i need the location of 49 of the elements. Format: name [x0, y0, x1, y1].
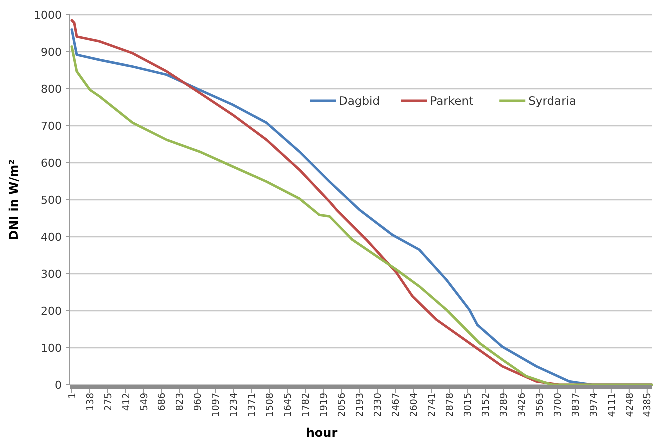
x-tick-label: 2330 [373, 393, 384, 418]
y-tick-label: 200 [41, 304, 62, 318]
x-tick-label: 549 [139, 393, 150, 412]
y-axis-title: DNI in W/m² [7, 160, 21, 240]
x-tick-label: 4385 [642, 393, 654, 418]
x-tick-label: 3289 [498, 393, 510, 418]
y-tick-label: 500 [41, 194, 62, 207]
y-tick-label: 800 [41, 82, 62, 96]
x-tick-label: 3837 [570, 393, 582, 418]
x-tick-label: 3974 [588, 393, 600, 418]
x-tick-label: 2604 [408, 393, 420, 418]
y-tick-label: 900 [41, 46, 62, 59]
x-tick-label: 2193 [355, 393, 366, 418]
x-tick-label: 1097 [211, 393, 222, 418]
legend-label: Parkent [430, 94, 474, 108]
y-tick-label: 400 [41, 230, 62, 244]
x-tick-label: 3426 [516, 393, 528, 418]
x-tick-label: 1234 [229, 393, 240, 418]
x-tick-label: 2878 [444, 393, 456, 418]
x-tick-label: 960 [193, 393, 204, 412]
x-tick-label: 3700 [552, 393, 564, 418]
x-tick-label: 4111 [606, 393, 618, 418]
x-tick-label: 686 [157, 393, 168, 412]
x-tick-label: 3563 [534, 393, 546, 418]
x-tick-label: 1371 [247, 393, 258, 418]
x-tick-label: 412 [121, 393, 132, 412]
y-tick-label: 100 [41, 342, 62, 355]
x-tick-label: 3015 [462, 393, 474, 418]
x-tick-label: 1782 [301, 393, 312, 418]
x-tick-label: 1 [67, 393, 78, 400]
x-tick-label: 138 [85, 393, 96, 412]
x-axis-title: hour [306, 426, 338, 440]
x-tick-label: 1645 [283, 393, 294, 418]
x-tick-label: 2741 [426, 393, 438, 418]
y-tick-label: 600 [41, 156, 62, 170]
y-tick-label: 700 [41, 120, 62, 133]
y-tick-label: 1000 [34, 8, 62, 22]
x-tick-label: 2467 [390, 393, 402, 418]
y-tick-label: 0 [55, 378, 62, 392]
y-tick-label: 300 [41, 268, 62, 281]
x-tick-label: 1919 [319, 393, 330, 418]
x-tick-label: 3152 [480, 393, 492, 418]
x-tick-label: 823 [175, 393, 186, 412]
legend-label: Dagbid [339, 94, 380, 108]
x-tick-label: 1508 [265, 393, 276, 418]
x-tick-label: 4248 [624, 393, 636, 418]
x-tick-label: 275 [103, 393, 114, 412]
x-tick-label: 2056 [337, 393, 348, 418]
legend-label: Syrdaria [528, 94, 577, 108]
